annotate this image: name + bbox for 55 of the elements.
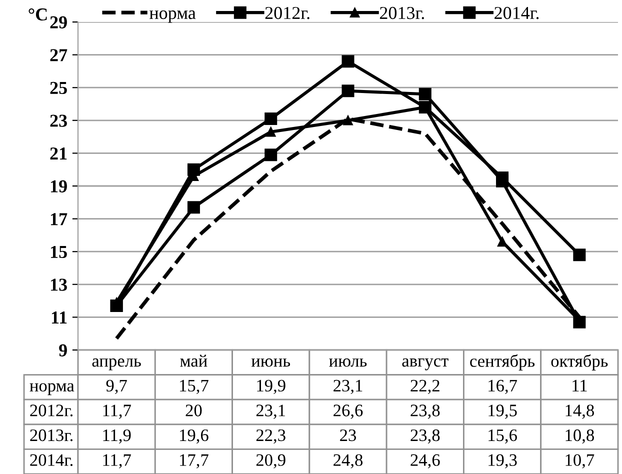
y-tick-label: 15 (50, 246, 67, 258)
legend-label: 2014г. (494, 6, 539, 20)
data-label: 23,1 (256, 404, 286, 419)
data-label: 20 (186, 404, 202, 416)
y-tick-label: 21 (50, 148, 67, 160)
data-label: 22,3 (256, 429, 286, 444)
y-tick-label: 25 (50, 82, 67, 94)
data-label: 11,9 (103, 429, 131, 444)
x-tick-label: сентябрь (470, 354, 535, 370)
data-label: 16,7 (488, 380, 517, 394)
data-label: 15,6 (488, 429, 517, 444)
data-label: 17,7 (180, 454, 208, 468)
data-label: 15,7 (180, 380, 208, 394)
y-tick-label: 29 (50, 16, 67, 28)
x-tick-label: июнь (251, 358, 290, 367)
data-label: 19,3 (488, 454, 517, 468)
y-tick-label: 19 (50, 180, 67, 192)
y-tick-label: 9 (59, 344, 67, 356)
y-tick-label: 13 (50, 278, 67, 291)
data-label: 14,8 (566, 404, 594, 419)
data-label: 9,7 (106, 380, 127, 394)
data-label: 26,6 (334, 404, 363, 419)
data-label: 23,1 (334, 380, 362, 394)
data-label: 24,8 (334, 454, 363, 468)
data-label: 23,8 (410, 404, 440, 419)
data-label: 10,7 (566, 454, 594, 468)
data-label: 24,6 (410, 454, 440, 468)
legend-label: 2013г. (380, 6, 424, 20)
data-label: 23 (340, 429, 356, 442)
data-label: 22,2 (410, 380, 440, 394)
legend-label: 2012г. (265, 6, 310, 20)
y-tick-label: 23 (50, 114, 67, 127)
x-tick-label: апрель (92, 358, 141, 370)
x-tick-label: май (180, 354, 208, 367)
x-tick-label: октябрь (551, 354, 608, 370)
y-tick-label: 17 (50, 213, 68, 226)
data-label: 19,6 (180, 429, 208, 444)
x-tick-label: август (402, 358, 448, 370)
text: 2012г. (30, 404, 73, 416)
text: 2013г. (30, 429, 73, 442)
data-label: 11,7 (103, 404, 131, 419)
text: норма (30, 383, 74, 396)
legend-label: норма (149, 10, 196, 23)
data-label: 19,9 (257, 380, 286, 394)
data-label: 23,8 (410, 429, 440, 444)
y-axis-title: °C (28, 8, 47, 21)
data-label: 19,5 (488, 404, 517, 419)
text: 2014г. (30, 454, 73, 466)
y-tick-label: 27 (50, 49, 68, 62)
x-tick-label: июль (329, 358, 367, 367)
data-label: 11 (572, 380, 587, 392)
data-label: 10,8 (566, 429, 594, 444)
data-label: 20,9 (256, 454, 286, 468)
y-tick-label: 11 (52, 312, 67, 324)
data-label: 11,7 (103, 454, 131, 468)
